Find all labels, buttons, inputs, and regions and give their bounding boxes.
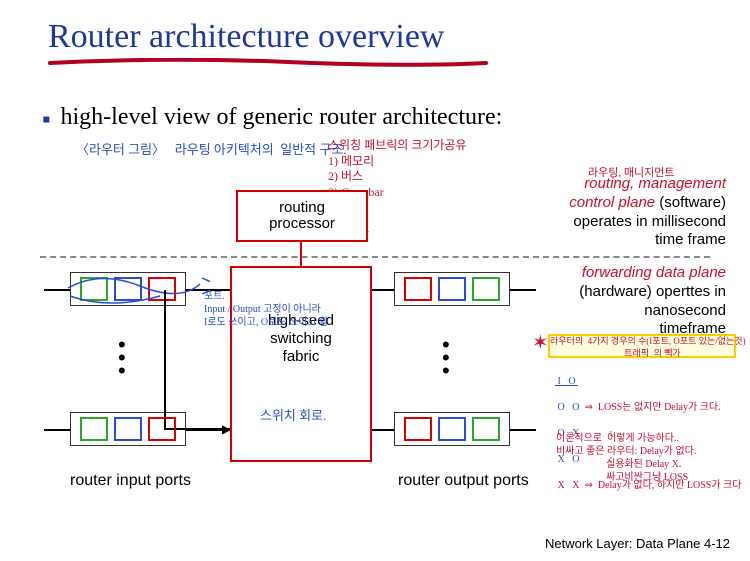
port-cell	[472, 417, 500, 441]
port-cell	[80, 417, 108, 441]
cp-line2: control plane	[569, 194, 655, 211]
ann-top-left: 〈라우터 그림〉 라우팅 아키텍처의 일반적 구조.	[76, 142, 347, 159]
input-ellipsis: •••	[118, 338, 126, 378]
control-plane-block: routing, management control plane (softw…	[516, 175, 726, 250]
output-port-top	[394, 272, 510, 306]
routing-arrow-stem	[164, 290, 166, 428]
dp-line1: forwarding data plane	[582, 264, 726, 281]
title-underline	[48, 58, 488, 68]
input-port-bottom	[70, 412, 186, 446]
cp-line1: routing, management	[584, 175, 726, 192]
out-top-wire-left	[372, 289, 394, 291]
star-icon: ✶	[532, 330, 549, 355]
out-bot-wire-left	[372, 429, 394, 431]
fabric-line3: fabric	[283, 348, 320, 366]
routing-processor-box: routing processor	[236, 190, 368, 242]
proc-line1: routing	[279, 200, 325, 217]
bullet-text: high-level view of generic router archit…	[61, 104, 503, 131]
output-port-bottom	[394, 412, 510, 446]
cp-line4: time frame	[655, 231, 726, 248]
ann-io-head: 라우터의 4가지 경우의 수(I포트, O포트 있는/없는것) 트래픽 의 빽가	[550, 336, 746, 359]
slide-footer: Network Layer: Data Plane 4-12	[545, 536, 730, 551]
output-ports-label: router output ports	[398, 472, 529, 490]
proc-connector	[300, 242, 302, 266]
port-cell	[472, 277, 500, 301]
dp-line3: nanosecond	[644, 302, 726, 319]
port-cell	[404, 277, 432, 301]
cp-line2b: (software)	[655, 194, 726, 211]
bullet-icon: ▪	[42, 108, 51, 132]
output-ellipsis: •••	[442, 338, 450, 378]
ann-io-tail: 이론적으로 이렇게 가능하다.. 비싸고 좋은 라우터: Delay가 없다. …	[556, 432, 696, 484]
port-cell	[148, 417, 176, 441]
out-bot-wire-right	[510, 429, 536, 431]
port-cell	[438, 277, 466, 301]
ann-port-scribble	[60, 266, 210, 312]
in-bot-wire-left	[44, 429, 70, 431]
fabric-line2: switching	[270, 330, 332, 348]
data-plane-block: forwarding data plane (hardware) opertte…	[516, 264, 726, 339]
ann-fabric-kor: 스위치 회로.	[260, 408, 326, 425]
input-ports-label: router input ports	[70, 472, 191, 490]
proc-line2: processor	[269, 216, 335, 233]
port-cell	[438, 417, 466, 441]
in-bot-wire-right	[186, 429, 230, 431]
main-bullet: ▪ high-level view of generic router arch…	[42, 104, 502, 132]
plane-divider	[40, 256, 710, 258]
port-cell	[114, 417, 142, 441]
ann-port-note: 포트. Input / Output 고정이 아니라 I로도 쓰이고, O로도 …	[204, 290, 333, 329]
slide-title: Router architecture overview	[48, 18, 444, 56]
cp-line3: operates in millisecond	[573, 213, 726, 230]
port-cell	[404, 417, 432, 441]
dp-line2: (hardware) operttes in	[579, 283, 726, 300]
